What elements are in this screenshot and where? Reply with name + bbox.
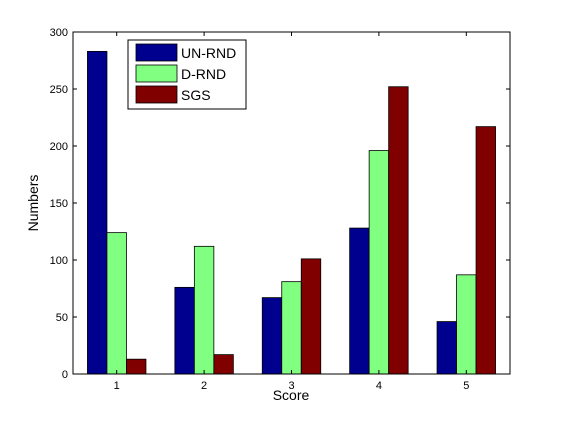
bar-sgs-5 — [476, 127, 496, 374]
bar-un-rnd-2 — [175, 287, 195, 374]
bar-d-rnd-1 — [107, 233, 127, 374]
bar-un-rnd-3 — [262, 298, 282, 374]
legend-label-d-rnd: D-RND — [181, 66, 226, 82]
y-tick-label: 0 — [62, 369, 68, 381]
legend-label-sgs: SGS — [181, 87, 211, 103]
x-tick-label: 4 — [376, 380, 382, 392]
bar-sgs-4 — [389, 87, 409, 374]
y-tick-label: 50 — [56, 312, 68, 324]
bar-sgs-2 — [214, 355, 234, 374]
x-tick-label: 2 — [201, 380, 207, 392]
bar-un-rnd-5 — [437, 322, 457, 374]
legend-label-un-rnd: UN-RND — [181, 45, 236, 61]
legend-swatch-d-rnd — [136, 65, 177, 82]
x-tick-label: 1 — [114, 380, 120, 392]
y-axis-label: Numbers — [25, 175, 41, 232]
bar-sgs-3 — [301, 259, 321, 374]
x-tick-label: 5 — [463, 380, 469, 392]
bar-d-rnd-2 — [194, 246, 214, 374]
bar-sgs-1 — [126, 359, 146, 374]
bar-d-rnd-3 — [282, 282, 302, 374]
y-tick-label: 200 — [50, 141, 68, 153]
legend-swatch-sgs — [136, 86, 177, 103]
x-axis-label: Score — [273, 387, 310, 403]
y-tick-label: 100 — [50, 255, 68, 267]
y-tick-label: 150 — [50, 198, 68, 210]
legend-swatch-un-rnd — [136, 44, 177, 61]
y-tick-label: 250 — [50, 84, 68, 96]
legend: UN-RND D-RND SGS — [128, 40, 246, 109]
bar-d-rnd-4 — [369, 151, 389, 374]
y-tick-label: 300 — [50, 27, 68, 39]
bar-d-rnd-5 — [457, 275, 477, 374]
bar-un-rnd-1 — [87, 51, 107, 374]
bar-un-rnd-4 — [350, 228, 370, 374]
